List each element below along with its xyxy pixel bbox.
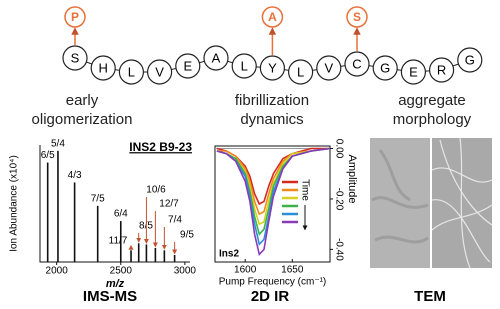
residue-circle: [203, 45, 229, 71]
peak-label: 7/5: [91, 193, 105, 204]
peak: [137, 243, 140, 262]
residue-circle: [90, 55, 116, 81]
modification-circle: [346, 6, 368, 28]
residue-label: G: [465, 52, 475, 67]
modification-circle: [64, 6, 86, 28]
section-label: fibrillization: [235, 92, 309, 109]
tem-fibrils: [431, 137, 493, 269]
residue-label: A: [212, 50, 221, 65]
residue-circle: [147, 59, 173, 85]
peak-label: 6/5: [41, 150, 55, 161]
residue-circle: [288, 59, 314, 85]
y-tick-label: -0.40: [333, 238, 344, 261]
legend-title: Time: [299, 179, 310, 201]
residue-label: Y: [268, 60, 277, 75]
peak-label: 11/7: [109, 236, 128, 247]
residue-label: L: [241, 58, 248, 73]
residue-label: C: [352, 56, 361, 71]
section-label: oligomerization: [32, 111, 133, 128]
x-tick-label: 1650: [281, 265, 304, 276]
peak: [163, 250, 166, 262]
peak-label: 5/4: [51, 138, 65, 149]
x-tick-label: 3000: [174, 266, 197, 277]
section-label: morphology: [393, 111, 472, 128]
residue-label: S: [71, 50, 80, 65]
peak-label: 12/7: [159, 199, 179, 210]
residue-circle: [372, 55, 398, 81]
modification-label: A: [268, 10, 277, 24]
residue-circle: [429, 57, 455, 83]
modification-label: S: [353, 10, 361, 24]
residue-circle: [259, 55, 285, 81]
peak: [154, 247, 157, 262]
residue-label: L: [297, 64, 304, 79]
residue-label: H: [99, 60, 108, 75]
x-axis-label: Pump Frequency (cm⁻¹): [219, 277, 327, 288]
tem-image-right: [432, 138, 492, 268]
chart-annotation: Ins2: [219, 249, 239, 260]
section-label: aggregate: [398, 92, 466, 109]
peak: [130, 250, 132, 262]
x-tick-label: 1600: [234, 265, 257, 276]
peak: [46, 162, 49, 262]
residue-circle: [118, 59, 144, 85]
peak: [73, 182, 76, 262]
residue-label: V: [155, 64, 164, 79]
residue-circle: [62, 45, 88, 71]
section-label: dynamics: [240, 111, 303, 128]
x-axis-label: m/z: [106, 278, 125, 290]
peak-label: 4/3: [68, 170, 82, 181]
residue-label: L: [128, 64, 135, 79]
residue-label: R: [437, 62, 446, 77]
residue-circle: [457, 47, 483, 73]
peak-label: 9/5: [180, 230, 194, 241]
tem-texture: [371, 149, 429, 244]
peak: [57, 150, 59, 262]
spectrum-line: [216, 147, 331, 257]
tem-images: [370, 137, 493, 269]
residue-label: E: [409, 64, 418, 79]
residue-label: G: [380, 60, 390, 75]
residue-circle: [231, 53, 257, 79]
y-tick-label: -0.20: [333, 188, 344, 211]
residue-circle: [400, 59, 426, 85]
residue-label: V: [324, 60, 333, 75]
residue-circle: [316, 55, 342, 81]
modification-circle: [261, 6, 284, 28]
axes: [39, 145, 190, 263]
plot-frame: [214, 145, 331, 263]
peak: [119, 221, 122, 262]
peak-label: 10/6: [146, 185, 166, 196]
y-axis-label: Amplitude: [346, 155, 358, 204]
peak: [96, 205, 99, 262]
chart-title: INS2 B9-23: [129, 140, 192, 154]
residue-circle: [344, 51, 370, 77]
panel-label: 2D IR: [251, 288, 290, 305]
residue-circle: [175, 53, 201, 79]
modification-label: P: [71, 10, 79, 24]
peak-label: 7/4: [168, 215, 182, 226]
x-tick-label: 2000: [46, 266, 69, 277]
y-tick-label: 0.00: [333, 139, 344, 159]
x-tick-label: 2500: [110, 266, 133, 277]
panel-label: TEM: [414, 288, 446, 305]
peak-label: 6/4: [114, 209, 128, 220]
residue-label: E: [183, 58, 192, 73]
section-label: early: [66, 92, 99, 109]
peak: [145, 244, 148, 262]
y-axis-label: Ion Abundance (x10⁴): [9, 155, 20, 252]
peak: [173, 254, 176, 262]
panel-label: IMS-MS: [83, 288, 137, 305]
